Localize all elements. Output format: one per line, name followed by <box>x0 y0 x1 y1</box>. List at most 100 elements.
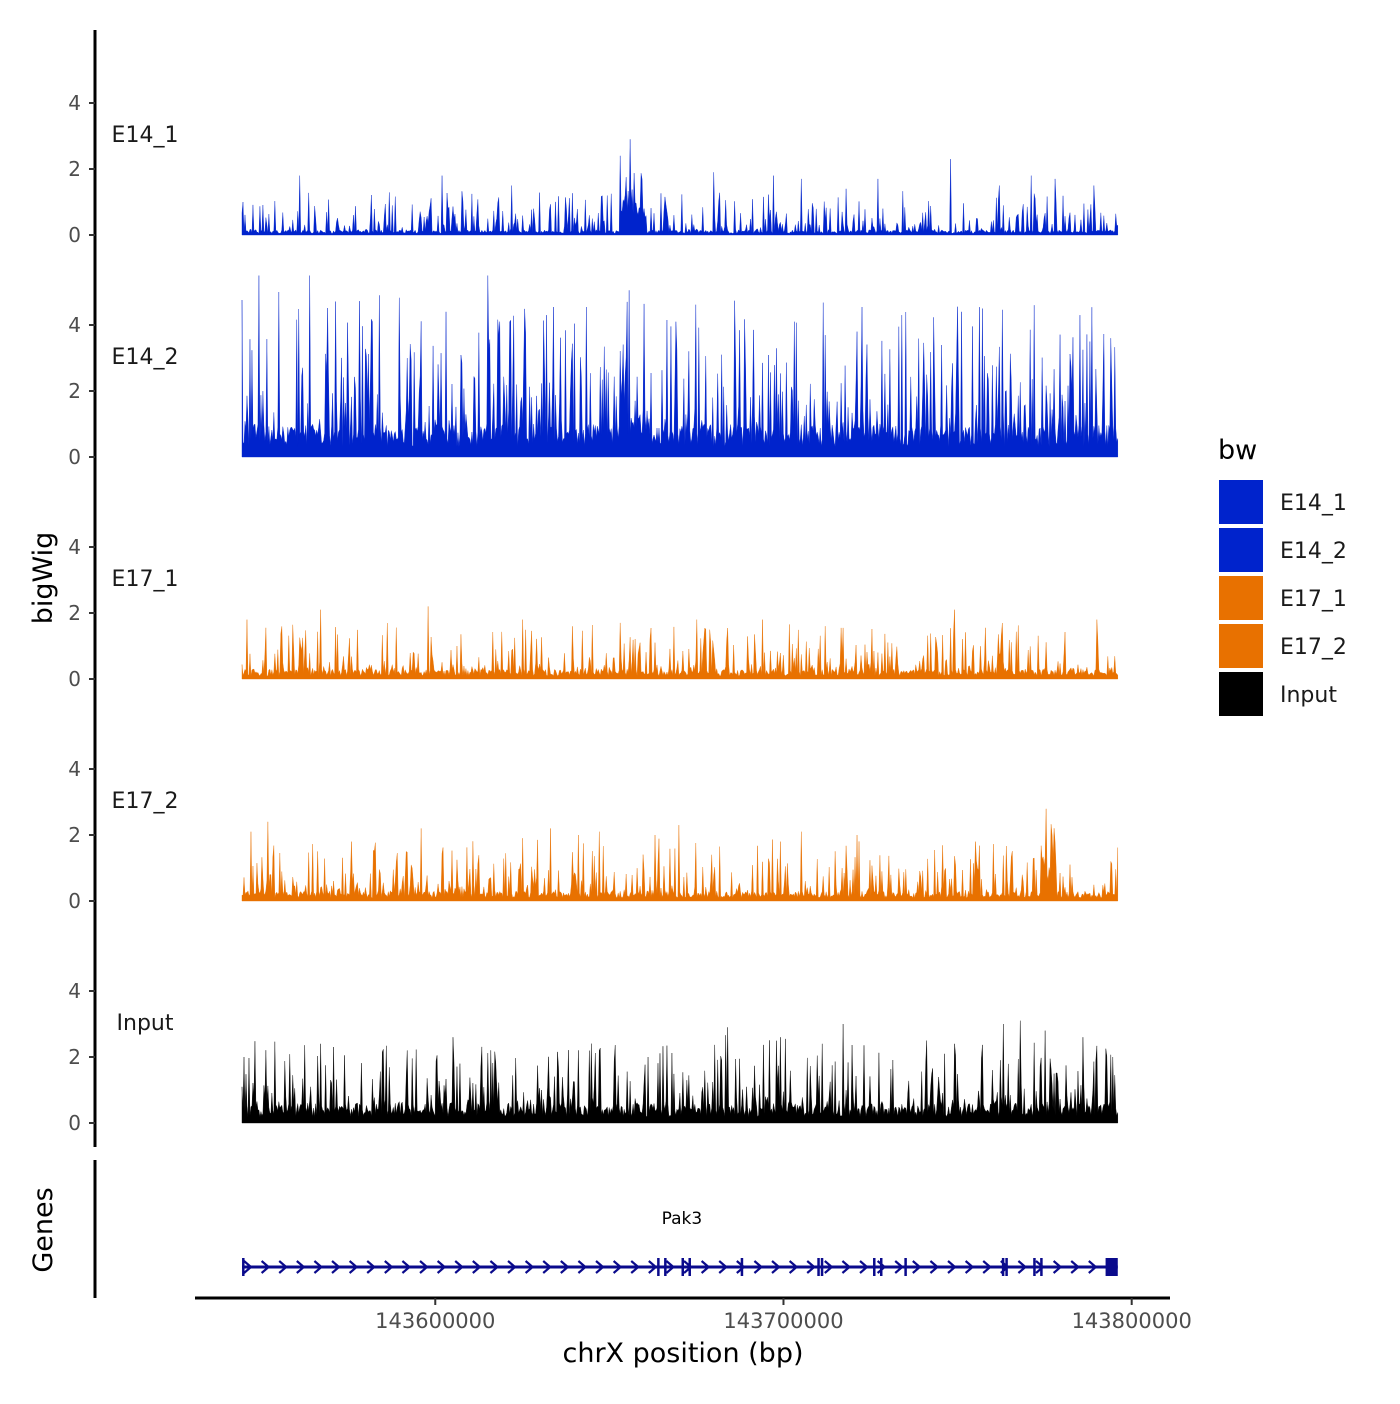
track-input: Input <box>117 1011 1119 1124</box>
strand-arrow <box>260 1260 271 1274</box>
strand-arrow <box>401 1260 412 1274</box>
strand-arrow <box>806 1260 816 1274</box>
strand-arrow <box>718 1260 728 1274</box>
strand-arrow <box>243 1260 253 1274</box>
signal-area-input <box>241 1020 1119 1124</box>
strand-arrow <box>1088 1260 1098 1274</box>
strand-arrow <box>278 1260 288 1274</box>
y-axis-label: bigWig <box>28 532 59 625</box>
exon <box>1005 1258 1008 1276</box>
strand-arrow <box>736 1260 746 1274</box>
track-label: Input <box>117 1011 174 1036</box>
strand-arrow <box>1035 1260 1045 1274</box>
y-tick-label: 0 <box>68 445 81 469</box>
strand-arrow <box>964 1260 975 1274</box>
x-tick-label: 143800000 <box>1072 1309 1192 1333</box>
strand-arrow <box>507 1260 517 1274</box>
strand-arrow <box>753 1260 764 1274</box>
exon <box>1033 1258 1036 1276</box>
strand-arrow <box>894 1260 904 1274</box>
legend-label: E14_1 <box>1280 491 1347 516</box>
strand-arrow <box>577 1260 588 1274</box>
signal-area-e14-1 <box>241 139 1119 236</box>
strand-arrow <box>348 1260 359 1274</box>
track-label: E17_2 <box>112 789 179 814</box>
y-tick-label: 2 <box>68 601 81 625</box>
exon <box>1040 1258 1043 1276</box>
strand-arrow <box>630 1260 640 1274</box>
y-tick-label: 2 <box>68 379 81 403</box>
strand-arrow <box>929 1260 940 1274</box>
exon <box>820 1258 824 1276</box>
y-tick-label: 2 <box>68 823 81 847</box>
y-tick-label: 2 <box>68 157 81 181</box>
legend-swatch <box>1219 528 1263 572</box>
strand-arrow <box>560 1260 570 1274</box>
strand-arrow <box>700 1260 711 1274</box>
track-e14-2: E14_2 <box>112 275 1119 458</box>
strand-arrow <box>595 1260 605 1274</box>
legend-label: Input <box>1280 683 1337 708</box>
y-tick-label: 0 <box>68 223 81 247</box>
strand-arrow <box>947 1260 957 1274</box>
strand-arrow <box>419 1260 429 1274</box>
y-tick-label: 4 <box>68 535 81 559</box>
legend-label: E14_2 <box>1280 539 1347 564</box>
exon <box>242 1258 245 1276</box>
strand-arrow <box>648 1260 658 1274</box>
y-tick-label: 0 <box>68 667 81 691</box>
legend-swatch <box>1219 576 1263 620</box>
exon <box>1001 1258 1005 1276</box>
strand-arrow <box>472 1260 482 1274</box>
strand-arrow <box>859 1260 869 1274</box>
strand-arrow <box>788 1260 799 1274</box>
x-tick-label: 143600000 <box>375 1309 495 1333</box>
strand-arrow <box>824 1260 834 1274</box>
legend-title: bw <box>1218 435 1257 466</box>
track-e17-1: E17_1 <box>112 567 1119 680</box>
y-tick-label: 0 <box>68 889 81 913</box>
strand-arrow <box>665 1260 676 1274</box>
x-tick-label: 143700000 <box>723 1309 843 1333</box>
strand-arrow <box>296 1260 306 1274</box>
legend-swatch <box>1219 480 1263 524</box>
strand-arrow <box>841 1260 852 1274</box>
strand-arrow <box>384 1260 394 1274</box>
exon <box>817 1258 820 1276</box>
track-label: E14_2 <box>112 345 179 370</box>
strand-arrow <box>982 1260 992 1274</box>
y-tick-label: 4 <box>68 91 81 115</box>
y-tick-label: 0 <box>68 1111 81 1135</box>
track-label: E17_1 <box>112 567 179 592</box>
exon <box>688 1258 691 1276</box>
strand-arrow <box>683 1260 693 1274</box>
signal-area-e17-1 <box>241 606 1119 680</box>
legend-label: E17_2 <box>1280 635 1347 660</box>
exon <box>873 1258 876 1276</box>
strand-arrow <box>331 1260 341 1274</box>
legend: bw E14_1 E14_2 E17_1 E17_2 Input <box>1218 435 1347 716</box>
genes-track-label: Genes <box>28 1187 59 1272</box>
strand-arrow <box>454 1260 464 1274</box>
strand-arrow <box>542 1260 552 1274</box>
exon <box>740 1258 744 1276</box>
track-label: E14_1 <box>112 123 179 148</box>
exon-last <box>1105 1258 1118 1276</box>
strand-arrow <box>366 1260 376 1274</box>
strand-arrow <box>524 1260 535 1274</box>
legend-swatch <box>1219 624 1263 668</box>
legend-label: E17_1 <box>1280 587 1347 612</box>
exon <box>657 1258 660 1276</box>
track-e14-1: E14_1 <box>112 123 1119 236</box>
strand-arrow <box>1052 1260 1063 1274</box>
strand-arrow <box>1017 1260 1028 1274</box>
signal-area-e17-2 <box>241 808 1119 902</box>
strand-arrow <box>436 1260 447 1274</box>
x-axis-label: chrX position (bp) <box>562 1338 803 1369</box>
signal-area-e14-2 <box>241 275 1119 458</box>
track-e17-2: E17_2 <box>112 789 1119 902</box>
y-tick-label: 4 <box>68 313 81 337</box>
strand-arrow <box>1070 1260 1080 1274</box>
